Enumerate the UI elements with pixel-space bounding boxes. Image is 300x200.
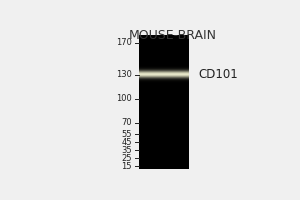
Text: 15: 15	[121, 162, 132, 171]
Text: 70: 70	[121, 118, 132, 127]
Text: 130: 130	[116, 70, 132, 79]
Text: 170: 170	[116, 38, 132, 47]
Text: CD101: CD101	[198, 68, 238, 81]
Text: 55: 55	[121, 130, 132, 139]
Text: 25: 25	[121, 154, 132, 163]
Text: 35: 35	[121, 146, 132, 155]
Text: MOUSE-BRAIN: MOUSE-BRAIN	[128, 29, 216, 42]
Bar	[139, 35, 189, 169]
Text: 100: 100	[116, 94, 132, 103]
Text: 45: 45	[121, 138, 132, 147]
